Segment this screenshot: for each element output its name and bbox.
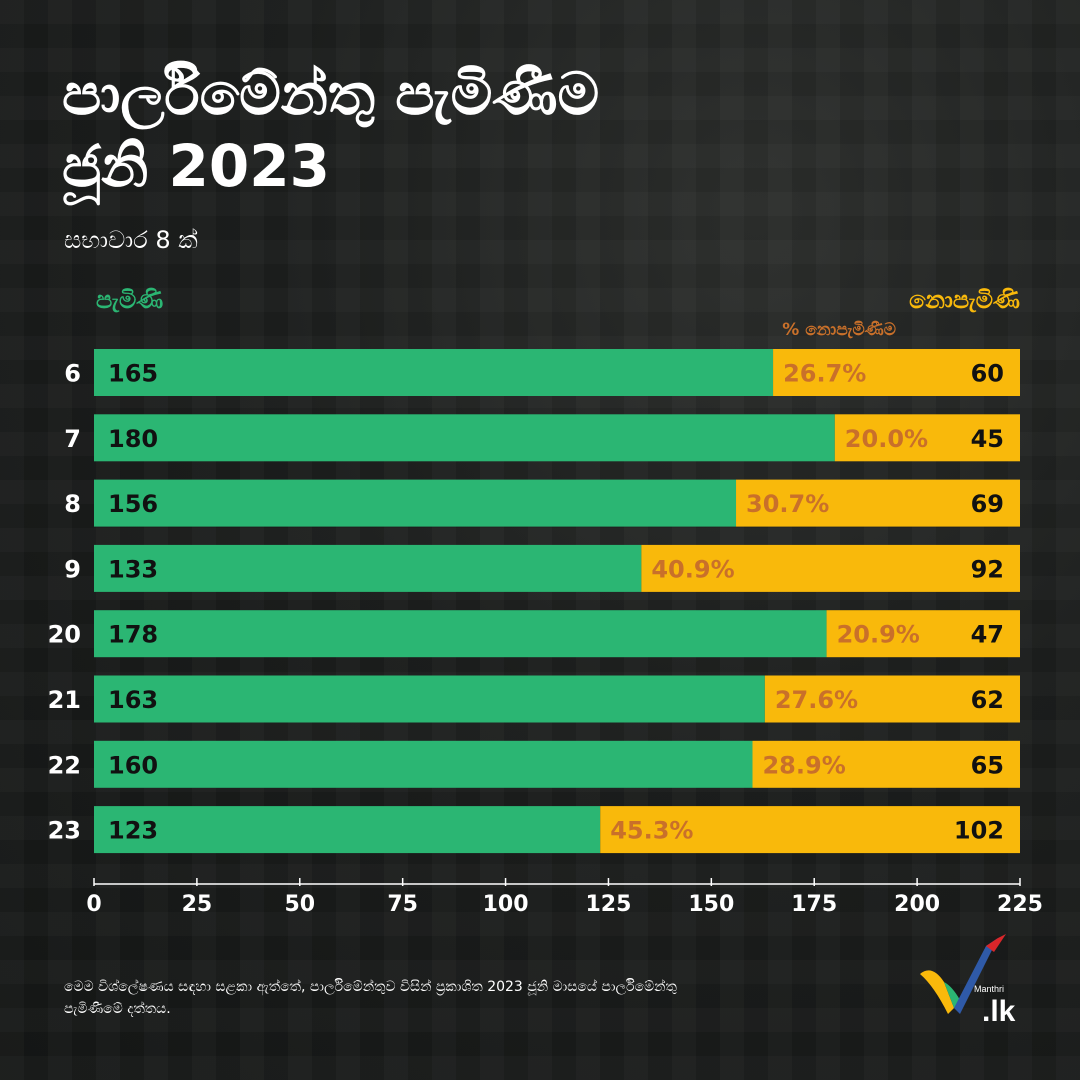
absent-value-label-22: 65 bbox=[971, 751, 1004, 779]
title-line-1: පාර්ලිමේන්තු පැමිණීම bbox=[62, 60, 600, 128]
bar-present-7 bbox=[94, 414, 835, 462]
subtitle: සභාවාර 8 ක් bbox=[64, 226, 198, 254]
bar-absent-9 bbox=[641, 544, 1020, 592]
category-label-23: 23 bbox=[48, 817, 81, 845]
absent-value-label-21: 62 bbox=[971, 686, 1004, 714]
absent-percent-label-20: 20.9% bbox=[837, 621, 920, 649]
page-title: පාර්ලිමේන්තු පැමිණීම ජූනි 2023 bbox=[62, 58, 599, 202]
x-tick-label-175: 175 bbox=[791, 892, 837, 917]
x-tick-label-225: 225 bbox=[997, 892, 1043, 917]
x-tick-label-75: 75 bbox=[387, 892, 418, 917]
bar-present-8 bbox=[94, 479, 737, 527]
absent-percent-label-7: 20.0% bbox=[845, 425, 928, 453]
present-value-label-6: 165 bbox=[108, 360, 158, 388]
legend-absent-percent: % නොපැමිණීම bbox=[782, 320, 896, 340]
bar-absent-22 bbox=[752, 740, 1020, 788]
x-tick-label-200: 200 bbox=[894, 892, 940, 917]
bar-absent-21 bbox=[764, 675, 1020, 723]
bar-absent-20 bbox=[826, 610, 1020, 658]
bar-present-9 bbox=[94, 544, 642, 592]
logo-small-text: Manthri bbox=[974, 984, 1005, 994]
present-value-label-23: 123 bbox=[108, 817, 158, 845]
bar-present-21 bbox=[94, 675, 765, 723]
bar-present-22 bbox=[94, 740, 753, 788]
bar-absent-6 bbox=[773, 349, 1020, 396]
absent-percent-label-8: 30.7% bbox=[746, 490, 829, 518]
x-tick-label-100: 100 bbox=[483, 892, 529, 917]
category-label-6: 6 bbox=[64, 360, 81, 388]
category-label-20: 20 bbox=[48, 621, 81, 649]
present-value-label-21: 163 bbox=[108, 686, 158, 714]
manthri-logo bbox=[920, 934, 1006, 1014]
bar-absent-23 bbox=[600, 806, 1020, 854]
x-tick-label-50: 50 bbox=[284, 892, 315, 917]
absent-value-label-20: 47 bbox=[971, 621, 1004, 649]
category-label-21: 21 bbox=[48, 686, 81, 714]
logo-check-blue-icon bbox=[954, 938, 998, 1014]
present-value-label-8: 156 bbox=[108, 490, 158, 518]
bar-present-6 bbox=[94, 349, 774, 396]
absent-percent-label-22: 28.9% bbox=[762, 751, 845, 779]
title-line-2: ජූනි 2023 bbox=[62, 132, 330, 200]
category-label-9: 9 bbox=[64, 555, 81, 583]
logo-check-yellow-icon bbox=[920, 970, 954, 1014]
absent-percent-label-6: 26.7% bbox=[783, 360, 866, 388]
bar-present-23 bbox=[94, 806, 601, 854]
absent-value-label-7: 45 bbox=[971, 425, 1004, 453]
category-label-8: 8 bbox=[64, 490, 81, 518]
absent-percent-label-23: 45.3% bbox=[610, 817, 693, 845]
present-value-label-9: 133 bbox=[108, 555, 158, 583]
present-value-label-20: 178 bbox=[108, 621, 158, 649]
footnote: මෙම විශ්ලේෂණය සඳහා සළකා ඇත්තේ, පාර්ලිමේන… bbox=[64, 979, 677, 1017]
absent-value-label-23: 102 bbox=[954, 817, 1004, 845]
bar-present-20 bbox=[94, 610, 827, 658]
bar-absent-8 bbox=[736, 479, 1020, 527]
absent-value-label-9: 92 bbox=[971, 555, 1004, 583]
category-label-7: 7 bbox=[64, 425, 81, 453]
absent-percent-label-9: 40.9% bbox=[651, 555, 734, 583]
present-value-label-22: 160 bbox=[108, 751, 158, 779]
bar-absent-7 bbox=[834, 414, 1020, 462]
logo-check-red-icon bbox=[986, 934, 1006, 952]
legend-absent: නොපැමිණි bbox=[909, 286, 1020, 314]
x-tick-label-25: 25 bbox=[182, 892, 213, 917]
x-tick-label-0: 0 bbox=[86, 892, 101, 917]
legend-present: පැමිණි bbox=[96, 286, 164, 314]
present-value-label-7: 180 bbox=[108, 425, 158, 453]
logo-wordmark: .lk bbox=[982, 995, 1016, 1028]
category-label-22: 22 bbox=[48, 751, 81, 779]
logo-check-green-icon bbox=[944, 982, 960, 1008]
absent-percent-label-21: 27.6% bbox=[775, 686, 858, 714]
absent-value-label-6: 60 bbox=[971, 360, 1004, 388]
x-tick-label-125: 125 bbox=[585, 892, 631, 917]
x-tick-label-150: 150 bbox=[688, 892, 734, 917]
absent-value-label-8: 69 bbox=[971, 490, 1004, 518]
